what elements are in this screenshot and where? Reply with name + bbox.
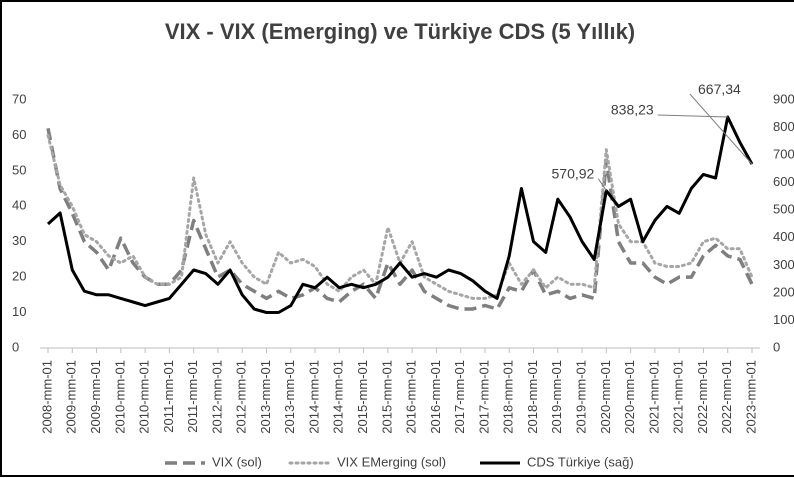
y2-tick-label: 700	[773, 147, 794, 162]
y2-tick-label: 0	[773, 339, 780, 354]
x-tick-label: 2021-mm-01	[671, 360, 686, 434]
x-tick-label: 2010-mm-01	[137, 360, 152, 434]
x-tick-label: 2019-mm-01	[574, 360, 589, 434]
x-tick-label: 2012-mm-01	[234, 360, 249, 434]
x-tick-label: 2011-mm-01	[185, 360, 200, 433]
y-tick-label: 70	[12, 91, 26, 106]
y2-tick-label: 600	[773, 174, 794, 189]
y2-tick-label: 500	[773, 202, 794, 217]
x-tick-label: 2022-mm-01	[719, 360, 734, 434]
legend-label: VIX (sol)	[212, 454, 262, 469]
y-tick-label: 20	[12, 269, 26, 284]
y2-tick-label: 200	[773, 284, 794, 299]
x-tick-label: 2012-mm-01	[209, 360, 224, 434]
y-tick-label: 0	[12, 339, 19, 354]
x-tick-label: 2020-mm-01	[598, 360, 613, 434]
y-tick-label: 50	[12, 162, 26, 177]
x-tick-label: 2010-mm-01	[112, 360, 127, 434]
chart-title: VIX - VIX (Emerging) ve Türkiye CDS (5 Y…	[165, 19, 635, 44]
x-tick-label: 2016-mm-01	[404, 360, 419, 434]
x-tick-label: 2020-mm-01	[622, 360, 637, 434]
x-tick-label: 2011-mm-01	[161, 360, 176, 433]
x-tick-label: 2019-mm-01	[549, 360, 564, 434]
x-tick-label: 2013-mm-01	[258, 360, 273, 434]
y-tick-label: 60	[12, 127, 26, 142]
x-tick-label: 2017-mm-01	[476, 360, 491, 434]
line-series	[46, 115, 754, 314]
x-tick-label: 2018-mm-01	[525, 360, 540, 434]
y2-tick-label: 300	[773, 257, 794, 272]
leader-line	[597, 178, 607, 191]
x-tick-label: 2014-mm-01	[306, 360, 321, 434]
leader-line	[689, 93, 753, 165]
legend-label: VIX EMerging (sol)	[337, 454, 446, 469]
data-label: 570,92	[552, 165, 595, 181]
x-tick-label: 2017-mm-01	[452, 360, 467, 434]
x-tick-label: 2021-mm-01	[646, 360, 661, 434]
x-tick-label: 2015-mm-01	[355, 360, 370, 434]
x-tick-label: 2009-mm-01	[88, 360, 103, 434]
leader-line	[657, 114, 728, 118]
x-tick-label: 2008-mm-01	[39, 360, 54, 434]
y2-tick-label: 400	[773, 229, 794, 244]
x-tick-label: 2009-mm-01	[64, 360, 79, 434]
y-tick-label: 10	[12, 304, 26, 319]
x-tick-label: 2016-mm-01	[428, 360, 443, 434]
x-tick-label: 2014-mm-01	[331, 360, 346, 434]
x-tick-label: 2023-mm-01	[743, 360, 758, 434]
y2-tick-label: 800	[773, 119, 794, 134]
line-series	[46, 127, 754, 311]
y2-tick-label: 900	[773, 91, 794, 106]
legend-label: CDS Türkiye (sağ)	[527, 454, 634, 469]
y-tick-label: 40	[12, 198, 26, 213]
x-tick-label: 2018-mm-01	[501, 360, 516, 434]
x-tick-label: 2013-mm-01	[282, 360, 297, 434]
data-label: 838,23	[611, 102, 654, 118]
y2-tick-label: 100	[773, 312, 794, 327]
y-tick-label: 30	[12, 233, 26, 248]
x-tick-label: 2022-mm-01	[695, 360, 710, 434]
x-tick-label: 2015-mm-01	[379, 360, 394, 434]
data-label: 667,34	[698, 81, 741, 97]
